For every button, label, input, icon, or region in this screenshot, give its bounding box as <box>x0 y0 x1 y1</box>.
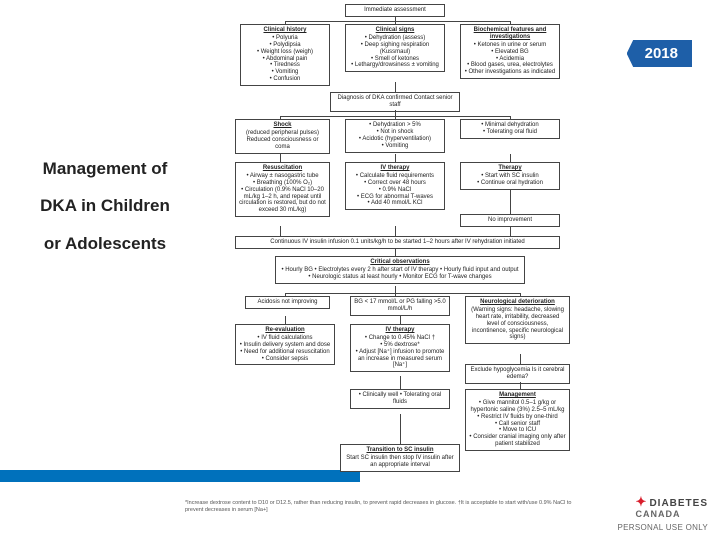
flow-node-acidosis: Acidosis not improving <box>245 296 330 309</box>
maple-leaf-icon: ✦ <box>635 494 646 509</box>
page-title: Management of DKA in Children or Adolesc… <box>40 150 170 262</box>
flow-node-transition: Transition to SC insulinStart SC insulin… <box>340 444 460 472</box>
flow-node-mgmt: Management• Give mannitol 0.5–1 g/kg or … <box>465 389 570 451</box>
flow-node-therapy: Therapy• Start with SC insulin • Continu… <box>460 162 560 190</box>
flow-node-neuro: Neurological deterioration(Warning signs… <box>465 296 570 344</box>
flow-node-critical: Critical observations• Hourly BG • Elect… <box>275 256 525 284</box>
flow-node-infusion: Continuous IV insulin infusion 0.1 units… <box>235 236 560 249</box>
brand-top: DIABETES <box>649 498 708 509</box>
brand-logo: ✦ DIABETES CANADA <box>635 495 708 520</box>
accent-bar <box>0 470 360 482</box>
personal-use-label: PERSONAL USE ONLY <box>618 523 708 532</box>
flow-node-biochem: Biochemical features and investigations•… <box>460 24 560 79</box>
flow-node-minimal: • Minimal dehydration • Tolerating oral … <box>460 119 560 139</box>
flow-node-iv1: IV therapy• Calculate fluid requirements… <box>345 162 445 210</box>
flow-node-confirmed: Diagnosis of DKA confirmed Contact senio… <box>330 92 460 112</box>
flow-node-root: Immediate assessment <box>345 4 445 17</box>
flow-node-bglow: BG < 17 mmol/L or PG falling >5.0 mmol/L… <box>350 296 450 316</box>
flow-node-noimprove: No improvement <box>460 214 560 227</box>
flow-node-shock: Shock(reduced peripheral pulses) Reduced… <box>235 119 330 154</box>
flow-node-history: Clinical history• Polyuria • Polydipsia … <box>240 24 330 86</box>
flow-node-exclude: Exclude hypoglycemia Is it cerebral edem… <box>465 364 570 384</box>
year-badge: 2018 <box>627 40 692 67</box>
flow-node-resus: Resuscitation• Airway ± nasogastric tube… <box>235 162 330 217</box>
flow-node-improve: • Clinically well • Tolerating oral flui… <box>350 389 450 409</box>
flow-node-iv2: IV therapy• Change to 0.45% NaCl † • 5% … <box>350 324 450 372</box>
flow-node-signs: Clinical signs• Dehydration (assess) • D… <box>345 24 445 72</box>
flow-node-dehyd: • Dehydration > 5% • Not in shock • Acid… <box>345 119 445 153</box>
flow-node-reeval: Re-evaluation• IV fluid calculations • I… <box>235 324 335 365</box>
footnote: *Increase dextrose content to D10 or D12… <box>185 500 585 513</box>
brand-bot: CANADA <box>635 509 680 519</box>
